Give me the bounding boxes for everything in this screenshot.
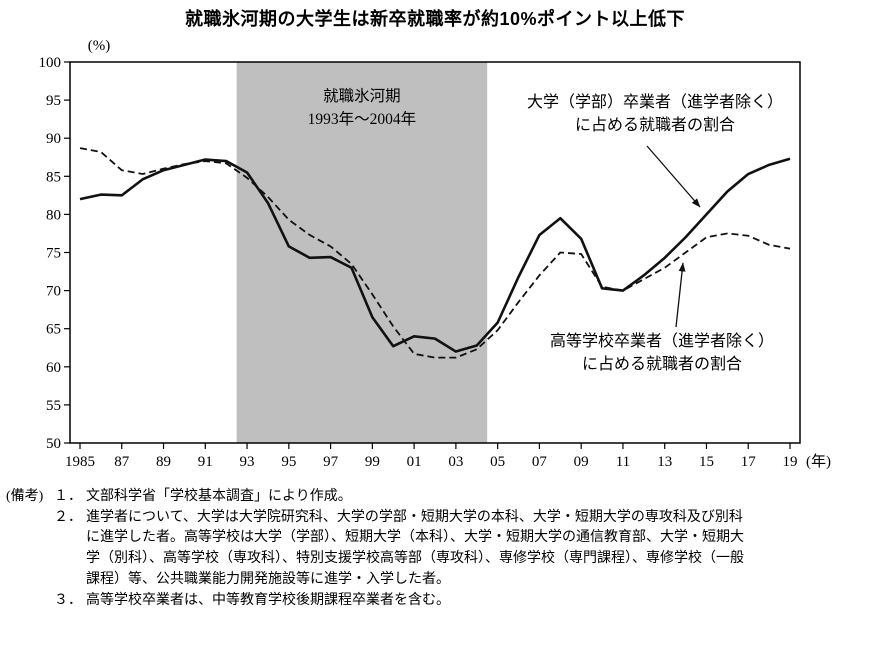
x-tick-label: 09 bbox=[574, 454, 589, 470]
annotation-text: に占める就職者の割合 bbox=[575, 116, 735, 134]
x-tick-label: 89 bbox=[156, 454, 171, 470]
x-tick-label: 05 bbox=[490, 454, 505, 470]
x-tick-label: 03 bbox=[448, 454, 463, 470]
x-tick-label: 97 bbox=[323, 454, 339, 470]
annotation-arrow bbox=[646, 145, 701, 208]
y-unit-label: (%) bbox=[88, 38, 111, 54]
y-tick-label: 60 bbox=[46, 360, 61, 376]
x-tick-label: 11 bbox=[616, 454, 630, 470]
x-tick-label: 15 bbox=[699, 454, 714, 470]
note-number: １． bbox=[54, 489, 82, 504]
annotation-text: に占める就職者の割合 bbox=[582, 355, 742, 373]
note-number: ２． bbox=[54, 509, 82, 525]
svg-text:就職氷河期: 就職氷河期 bbox=[323, 87, 401, 105]
note-number: ３． bbox=[54, 592, 82, 608]
x-tick-label: 17 bbox=[741, 454, 757, 470]
note-line: 学（別科）、高等学校（専攻科）、特別支援学校高等部（専攻科）、専修学校（専門課程… bbox=[4, 549, 866, 570]
annotation-university: 大学（学部）卒業者（進学者除く） に占める就職者の割合 bbox=[527, 93, 783, 208]
note-text: 高等学校卒業者は、中等教育学校後期課程卒業者を含む。 bbox=[86, 592, 450, 608]
y-tick-label: 80 bbox=[46, 207, 61, 223]
iceage-shaded-band bbox=[236, 62, 488, 443]
y-tick-label: 90 bbox=[46, 131, 61, 147]
x-tick-label: 91 bbox=[198, 454, 213, 470]
note-line: ２． 進学者について、大学は大学院研究科、大学の学部・短期大学の本科、大学・短期大… bbox=[4, 508, 866, 529]
annotation-highschool: 高等学校卒業者（進学者除く） に占める就職者の割合 bbox=[550, 262, 774, 373]
y-tick-label: 95 bbox=[46, 93, 61, 109]
y-tick-label: 65 bbox=[46, 322, 61, 338]
annotation-arrow bbox=[675, 262, 686, 328]
y-tick-label: 55 bbox=[46, 398, 61, 414]
x-tick-label: 1985 bbox=[65, 454, 95, 470]
x-tick-label: 13 bbox=[657, 454, 672, 470]
chart-title: 就職氷河期の大学生は新卒就職率が約10%ポイント以上低下 bbox=[184, 9, 686, 29]
svg-text:1993年～2004年: 1993年～2004年 bbox=[308, 110, 417, 128]
x-tick-label: 95 bbox=[281, 454, 296, 470]
note-text: 文部科学省「学校基本調査」により作成。 bbox=[86, 489, 352, 504]
y-tick-label: 85 bbox=[46, 169, 61, 185]
note-line: (備考) １． 文部科学省「学校基本調査」により作成。 bbox=[4, 487, 866, 508]
y-axis: 50 55 60 65 70 75 80 85 90 95 100 bbox=[39, 55, 70, 452]
note-text: 課程）等、公共職業能力開発施設等に進学・入学した者。 bbox=[86, 571, 450, 587]
x-axis: 1985 87 89 91 93 95 97 99 01 03 05 07 09 11 13 15 17 19 bbox=[65, 443, 798, 470]
series-line-highschool bbox=[79, 147, 791, 359]
note-line: 課程）等、公共職業能力開発施設等に進学・入学した者。 bbox=[4, 570, 866, 591]
y-tick-label: 70 bbox=[46, 284, 61, 300]
y-tick-label: 100 bbox=[39, 55, 62, 71]
iceage-label: 就職氷河期 1993年～2004年 bbox=[308, 87, 417, 128]
notes: (備考) １． 文部科学省「学校基本調査」により作成。 ２． 進学者について、大学は大… bbox=[4, 487, 866, 611]
note-line: に進学した者。高等学校は大学（学部）、短期大学（本科）、大学・短期大学の通信教育… bbox=[4, 528, 866, 549]
x-tick-label: 87 bbox=[114, 454, 130, 470]
x-tick-label: 93 bbox=[240, 454, 255, 470]
note-text: 進学者について、大学は大学院研究科、大学の学部・短期大学の本科、大学・短期大学の… bbox=[86, 509, 743, 525]
notes-label: (備考) bbox=[6, 489, 44, 504]
employment-rate-chart: 50 55 60 65 70 75 80 85 90 95 100 (%) 1985 87 89 91 93 95… bbox=[39, 38, 832, 470]
y-tick-label: 75 bbox=[46, 246, 61, 262]
note-text: に進学した者。高等学校は大学（学部）、短期大学（本科）、大学・短期大学の通信教育… bbox=[86, 530, 744, 546]
y-tick-label: 50 bbox=[46, 436, 61, 452]
annotation-text: 大学（学部）卒業者（進学者除く） bbox=[527, 93, 783, 111]
x-unit-label: (年) bbox=[806, 453, 831, 470]
x-tick-label: 99 bbox=[365, 454, 380, 470]
note-line: ３． 高等学校卒業者は、中等教育学校後期課程卒業者を含む。 bbox=[4, 591, 866, 612]
x-tick-label: 19 bbox=[783, 454, 798, 470]
annotation-text: 高等学校卒業者（進学者除く） bbox=[550, 332, 774, 350]
x-tick-label: 01 bbox=[407, 454, 422, 470]
x-tick-label: 07 bbox=[532, 454, 548, 470]
note-text: 学（別科）、高等学校（専攻科）、特別支援学校高等部（専攻科）、専修学校（専門課程… bbox=[86, 551, 744, 567]
